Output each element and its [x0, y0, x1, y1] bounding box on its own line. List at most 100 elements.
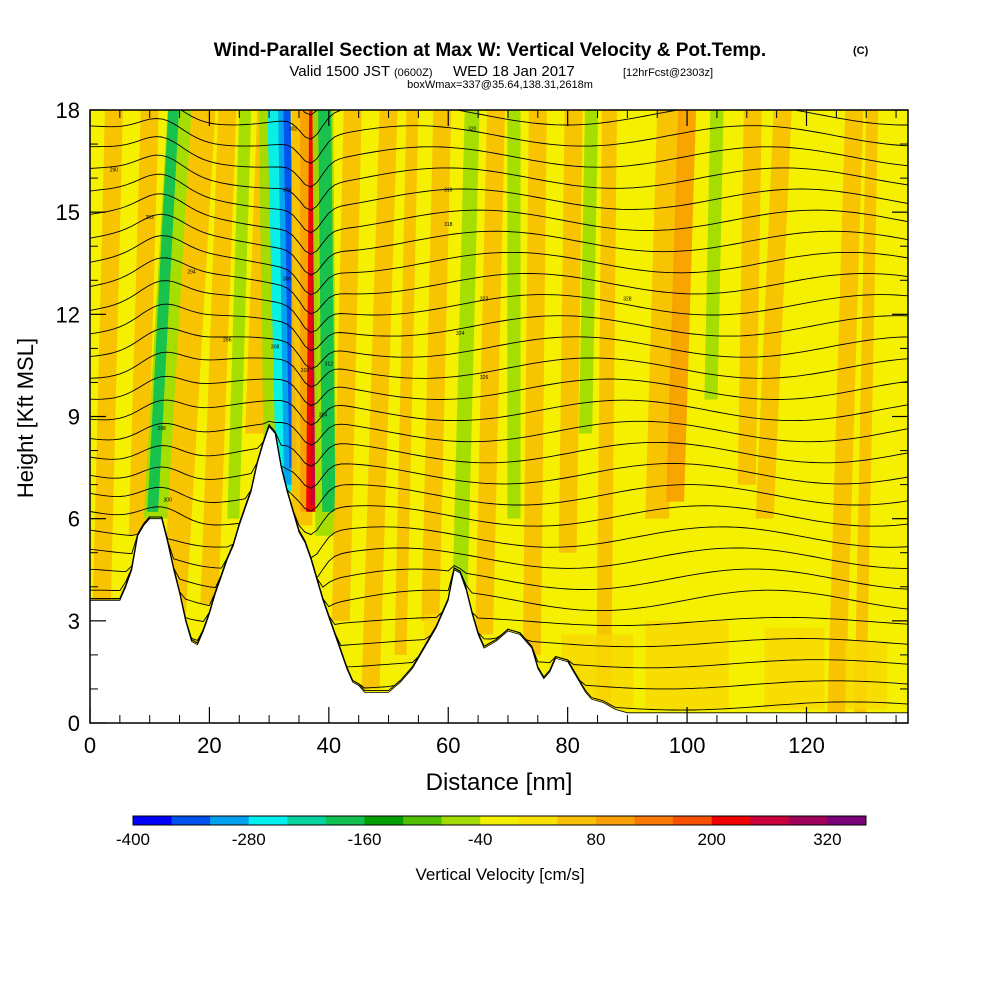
colorbar-swatch-80 [595, 816, 636, 825]
colorbar-swatch-320 [827, 816, 867, 825]
theta-contour-label-4: 296 [223, 338, 232, 344]
theta-contour-22 [90, 235, 908, 296]
theta-contour-label-11: 310 [301, 368, 310, 374]
x-tick-label-100: 100 [669, 733, 706, 758]
colorbar-swatch--200 [325, 816, 365, 825]
colorbar-swatch--240 [287, 816, 327, 825]
y-tick-label-9: 9 [68, 405, 80, 430]
y-axis-label: Height [Kft MSL] [13, 338, 38, 498]
velocity-band-4 [147, 110, 179, 512]
forecast-label: [12hrFcst@2303z] [623, 67, 713, 79]
theta-contour-label-2: 292 [146, 215, 155, 221]
velocity-bands [92, 110, 888, 713]
theta-contour-label-17: 322 [480, 297, 489, 303]
colorbar-swatch-120 [634, 816, 674, 825]
velocity-patch-5 [845, 641, 888, 710]
y-tick-label-12: 12 [56, 302, 80, 327]
theta-contour-15 [90, 399, 908, 426]
colorbar-swatch--40 [480, 816, 520, 825]
colorbar-frame [132, 815, 867, 826]
colorbar-swatch--280 [248, 816, 288, 825]
theta-contour-label-1: 290 [110, 167, 119, 173]
x-tick-label-20: 20 [197, 733, 221, 758]
theta-contour-17 [90, 351, 908, 388]
velocity-band-21 [394, 110, 419, 655]
colorbar-tick-label--160: -160 [347, 830, 381, 849]
theta-contour-18 [90, 327, 908, 370]
theta-contour-12 [90, 424, 908, 489]
theta-contour-13 [90, 424, 908, 467]
y-tick-label-3: 3 [68, 609, 80, 634]
colorbar-swatch--320 [210, 816, 250, 825]
colorbar-swatch--160 [364, 816, 404, 825]
theta-contours: 290 292 294 296 298 300 302 304 306 308 310 312 314 3… [90, 110, 908, 711]
velocity-band-7 [227, 110, 252, 519]
colorbar-swatch-0 [518, 816, 558, 825]
box-info: boxWmax=337@35.64,138.31,2618m [407, 79, 593, 91]
velocity-band-18 [318, 110, 336, 512]
x-tick-label-40: 40 [317, 733, 341, 758]
theta-contour-label-9: 306 [283, 276, 292, 282]
theta-contour-11 [90, 424, 908, 512]
theta-contour-label-20: 328 [623, 297, 632, 303]
theta-contour-27 [90, 136, 908, 188]
theta-contour-29 [180, 110, 908, 140]
theta-contour-24 [90, 193, 908, 255]
colorbar-swatch--360 [171, 816, 211, 825]
colorbar-swatch--400 [133, 816, 173, 825]
velocity-band-31 [666, 110, 697, 502]
theta-contour-label-5: 298 [157, 426, 166, 432]
theta-contour-23 [90, 213, 908, 276]
theta-contour-8 [90, 424, 908, 580]
theta-contour-28 [90, 118, 908, 164]
theta-contour-10 [90, 424, 908, 536]
y-tick-label-0: 0 [68, 711, 80, 736]
colorbar: -400 -280 -160 -40 80 200 320 [116, 815, 867, 849]
colorbar-swatch--120 [403, 816, 443, 825]
x-axis-label: Distance [nm] [426, 769, 573, 796]
colorbar-swatch-200 [711, 816, 751, 825]
theta-contour-label-12: 312 [325, 361, 334, 367]
colorbar-swatch-240 [750, 816, 790, 825]
copyright-mark: (C) [853, 45, 869, 57]
velocity-band-6 [200, 110, 237, 604]
colorbar-swatch-280 [788, 816, 828, 825]
colorbar-tick-label--400: -400 [116, 830, 150, 849]
subtitle-line: Valid 1500 JST (0600Z) WED 18 Jan 2017 [… [289, 63, 713, 80]
colorbar-tick-label--40: -40 [468, 830, 493, 849]
theta-contour-21 [90, 257, 908, 315]
theta-contour-9 [90, 424, 908, 559]
theta-contour-20 [90, 280, 908, 334]
velocity-band-35 [827, 110, 864, 713]
valid-utc: (0600Z) [394, 67, 433, 79]
theta-contour-label-15: 318 [444, 222, 453, 228]
y-tick-label-15: 15 [56, 200, 80, 225]
theta-contour-label-16: 320 [468, 126, 477, 132]
x-tick-label-80: 80 [555, 733, 579, 758]
theta-contour-26 [90, 154, 908, 211]
x-tick-label-120: 120 [788, 733, 825, 758]
colorbar-swatch--80 [441, 816, 481, 825]
velocity-band-26 [522, 110, 547, 655]
velocity-band-36 [854, 110, 879, 713]
theta-contour-label-13: 314 [319, 413, 328, 419]
velocity-band-29 [596, 110, 617, 706]
velocity-band-5 [161, 110, 216, 621]
velocity-band-19 [331, 110, 362, 621]
y-tick-label-6: 6 [68, 507, 80, 532]
velocity-band-22 [421, 110, 452, 621]
velocity-band-32 [704, 110, 724, 400]
colorbar-tick-label-320: 320 [813, 830, 841, 849]
velocity-band-23 [452, 110, 480, 587]
colorbar-title: Vertical Velocity [cm/s] [415, 865, 584, 884]
plot-area: 2902922942962983003023043063083103123143… [56, 98, 909, 758]
valid-time: Valid 1500 JST [289, 63, 390, 80]
colorbar-swatch-40 [557, 816, 597, 825]
y-tick-label-18: 18 [56, 98, 80, 123]
terrain [89, 425, 909, 724]
x-tick-label-0: 0 [84, 733, 96, 758]
colorbar-tick-label--280: -280 [232, 830, 266, 849]
velocity-band-25 [507, 110, 521, 519]
x-tick-label-60: 60 [436, 733, 460, 758]
